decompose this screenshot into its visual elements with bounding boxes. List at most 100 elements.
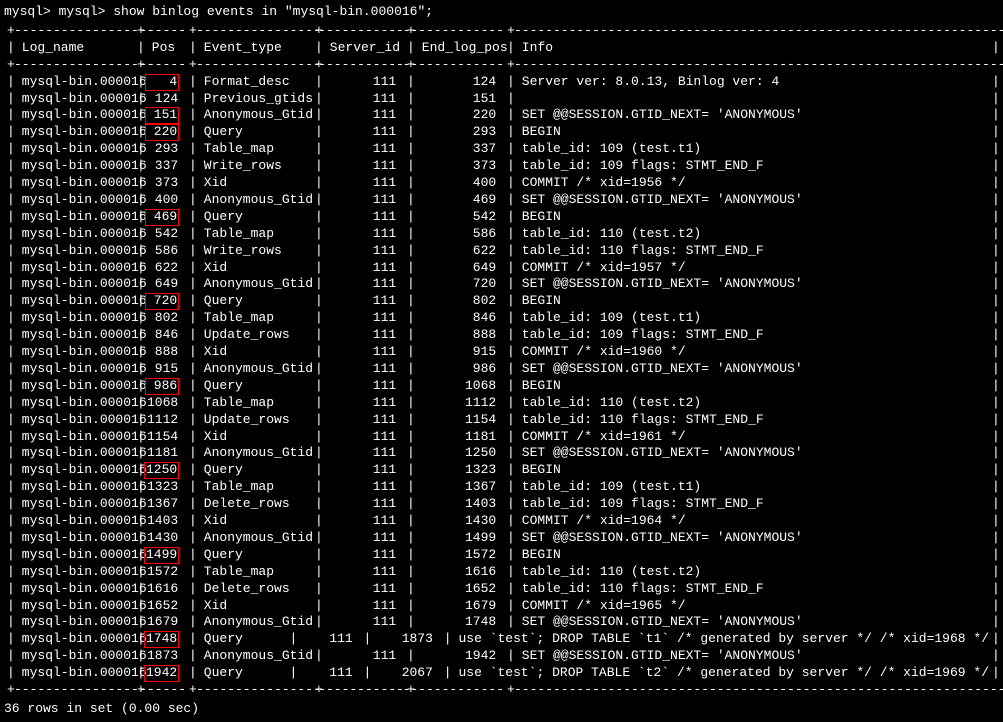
cell-event: Query [196,293,312,310]
cell-endpos: 293 [414,124,504,141]
table-row: | mysql-bin.000016|846 | Update_rows|111… [4,327,999,344]
cell-event: Query [196,378,312,395]
cell-info: use `test`; DROP TABLE `t2` /* generated… [451,665,989,682]
cell-log: mysql-bin.000016 [14,175,134,192]
cell-info: COMMIT /* xid=1960 */ [514,344,989,361]
cell-event: Query [196,631,287,648]
highlighted-pos: 986 [145,378,179,395]
cell-server: 111 [322,175,404,192]
cell-pos: 542 [144,226,186,243]
table-row: | mysql-bin.000016|1181 | Anonymous_Gtid… [4,445,999,462]
cell-info: table_id: 110 flags: STMT_END_F [514,243,989,260]
highlighted-pos: 151 [145,107,179,124]
cell-info: table_id: 110 (test.t2) [514,564,989,581]
cell-endpos: 1430 [414,513,504,530]
cell-pos: 220 [144,124,186,141]
cell-info: Server ver: 8.0.13, Binlog ver: 4 [514,74,989,91]
cell-endpos: 151 [414,91,504,108]
table-row: | mysql-bin.000016|888 | Xid|111 |915 | … [4,344,999,361]
table-row: | mysql-bin.000016|622 | Xid|111 |649 | … [4,260,999,277]
cell-info: table_id: 109 (test.t1) [514,310,989,327]
cell-server: 111 [322,141,404,158]
cell-event: Query [196,124,312,141]
cell-event: Anonymous_Gtid [196,192,312,209]
cell-event: Table_map [196,564,312,581]
cell-log: mysql-bin.000016 [14,192,134,209]
header-pos: Pos [144,40,186,57]
cell-log: mysql-bin.000016 [14,260,134,277]
table-row: | mysql-bin.000016|802 | Table_map|111 |… [4,310,999,327]
cell-pos: 373 [144,175,186,192]
table-row: | mysql-bin.000016|337 | Write_rows|111 … [4,158,999,175]
table-row: | mysql-bin.000016|720 | Query|111 |802 … [4,293,999,310]
cell-server: 111 [322,310,404,327]
cell-pos: 802 [144,310,186,327]
table-row: | mysql-bin.000016|586 | Write_rows|111 … [4,243,999,260]
cell-info: BEGIN [514,209,989,226]
cell-log: mysql-bin.000016 [14,107,134,124]
cell-event: Anonymous_Gtid [196,361,312,378]
cell-server: 111 [322,479,404,496]
cell-info: COMMIT /* xid=1956 */ [514,175,989,192]
table-row: | mysql-bin.000016|1652 | Xid|111 |1679 … [4,598,999,615]
cell-pos: 846 [144,327,186,344]
cell-log: mysql-bin.000016 [14,614,134,631]
cell-server: 111 [322,107,404,124]
cell-server: 111 [322,260,404,277]
cell-endpos: 1499 [414,530,504,547]
table-row: | mysql-bin.000016|1679 | Anonymous_Gtid… [4,614,999,631]
cell-server: 111 [322,462,404,479]
table-row: | mysql-bin.000016|1323 | Table_map|111 … [4,479,999,496]
cell-log: mysql-bin.000016 [14,445,134,462]
cell-pos: 1873 [144,648,186,665]
highlighted-pos: 720 [145,293,179,310]
cell-log: mysql-bin.000016 [14,581,134,598]
cell-event: Format_desc [196,74,312,91]
table-row: | mysql-bin.000016|1616 | Delete_rows|11… [4,581,999,598]
cell-pos: 293 [144,141,186,158]
table-row: | mysql-bin.000016|1572 | Table_map|111 … [4,564,999,581]
cell-pos: 915 [144,361,186,378]
cell-info: SET @@SESSION.GTID_NEXT= 'ANONYMOUS' [514,445,989,462]
cell-server: 111 [322,243,404,260]
table-row: | mysql-bin.000016|542 | Table_map|111 |… [4,226,999,243]
cell-server: 111 [322,226,404,243]
cell-info: table_id: 109 (test.t1) [514,141,989,158]
cell-server: 111 [322,513,404,530]
cell-server: 111 [322,293,404,310]
cell-server: 111 [322,496,404,513]
cell-info: COMMIT /* xid=1961 */ [514,429,989,446]
cell-event: Xid [196,429,312,446]
result-footer: 36 rows in set (0.00 sec) [4,701,999,718]
cell-server: 111 [297,665,361,682]
table-row: | mysql-bin.000016|1112 | Update_rows|11… [4,412,999,429]
table-row: | mysql-bin.000016|1499 | Query|111 |157… [4,547,999,564]
cell-server: 111 [322,598,404,615]
cell-log: mysql-bin.000016 [14,378,134,395]
cell-info: use `test`; DROP TABLE `t1` /* generated… [451,631,989,648]
cell-log: mysql-bin.000016 [14,462,134,479]
cell-info: table_id: 109 flags: STMT_END_F [514,158,989,175]
cell-server: 111 [322,192,404,209]
highlighted-pos: 1499 [144,547,179,564]
cell-event: Query [196,462,312,479]
cell-event: Update_rows [196,327,312,344]
cell-pos: 1323 [144,479,186,496]
header-server: Server_id [322,40,404,57]
cell-pos: 337 [144,158,186,175]
cell-log: mysql-bin.000016 [14,344,134,361]
cell-pos: 469 [144,209,186,226]
cell-endpos: 220 [414,107,504,124]
table-row: | mysql-bin.000016|4 | Format_desc|111 |… [4,74,999,91]
table-row: | mysql-bin.000016|1873 | Anonymous_Gtid… [4,648,999,665]
cell-event: Xid [196,175,312,192]
cell-event: Delete_rows [196,496,312,513]
cell-info: SET @@SESSION.GTID_NEXT= 'ANONYMOUS' [514,361,989,378]
cell-log: mysql-bin.000016 [14,158,134,175]
cell-server: 111 [322,327,404,344]
cell-endpos: 986 [414,361,504,378]
cell-log: mysql-bin.000016 [14,209,134,226]
cell-info: table_id: 110 flags: STMT_END_F [514,412,989,429]
cell-info: table_id: 110 flags: STMT_END_F [514,581,989,598]
table-row: | mysql-bin.000016|1403 | Xid|111 |1430 … [4,513,999,530]
